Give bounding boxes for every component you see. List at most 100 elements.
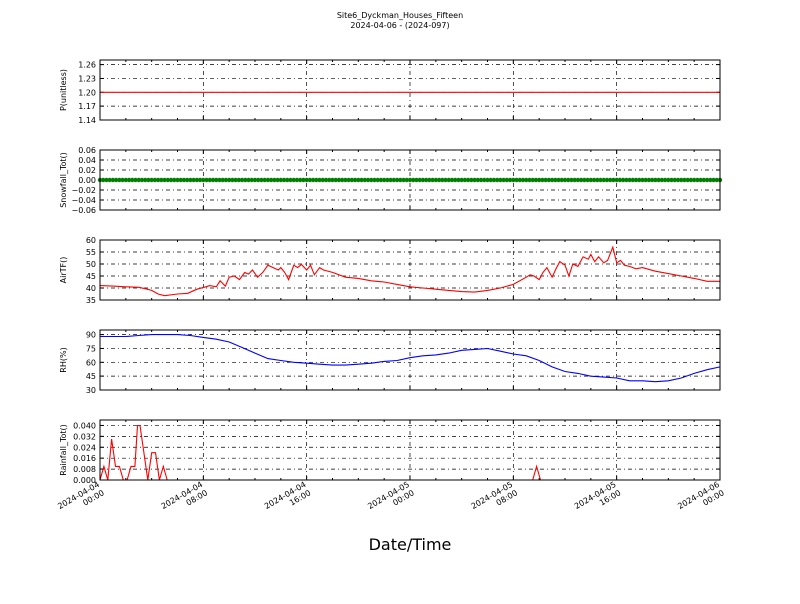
series-point (172, 177, 177, 183)
series-point (543, 177, 548, 183)
y-tick-label: 0.008 (73, 465, 96, 474)
series-point (204, 177, 209, 183)
series-point (155, 177, 161, 183)
x-tick-label: 2024-04-0508:00 (470, 480, 520, 519)
series-point (265, 177, 271, 183)
series-point (701, 177, 707, 183)
series-point (178, 177, 183, 183)
x-tick-label: 2024-04-0408:00 (160, 480, 210, 519)
series-point (527, 177, 532, 183)
series-point (113, 177, 119, 183)
series-point (126, 177, 132, 183)
x-tick-label: 2024-04-0600:00 (676, 480, 726, 519)
series-point (540, 177, 545, 183)
panel-frame (99, 419, 721, 481)
series-point (456, 177, 461, 183)
panel-frame (99, 329, 721, 391)
y-tick-label: 0.00 (78, 176, 96, 185)
series-point (298, 177, 303, 183)
series-point (469, 177, 474, 183)
series-point (259, 177, 264, 183)
series-point (304, 177, 309, 183)
series-point (146, 177, 151, 183)
series-point (317, 177, 322, 183)
series-point (562, 177, 568, 183)
series-point (369, 177, 374, 183)
series-point (143, 177, 148, 183)
y-tick-label: 0.000 (73, 476, 96, 485)
series-point (449, 177, 455, 183)
series-point (517, 177, 522, 183)
series-point (637, 177, 642, 183)
series-point (288, 177, 293, 183)
series-point (388, 177, 393, 183)
series-line-2 (99, 245, 720, 297)
series-point (191, 177, 196, 183)
series-point (627, 177, 632, 183)
y-tick-label: 45 (86, 272, 96, 281)
series-point (488, 177, 493, 183)
series-point (417, 177, 422, 183)
panel-0: 1.14 1.17 1.20 1.23 1.26 P(unitless) (59, 59, 721, 125)
series-point (188, 177, 193, 183)
series-point (640, 177, 645, 183)
series-point (327, 177, 332, 183)
series-point (494, 177, 500, 183)
series-point (530, 177, 535, 183)
series-point (569, 177, 574, 183)
x-tick-label: 2024-04-0400:00 (56, 480, 106, 519)
series-point (624, 177, 629, 183)
series-point (285, 177, 290, 183)
series-point (226, 177, 232, 183)
series-point (310, 177, 316, 183)
y-tick-label: 60 (86, 236, 96, 245)
series-point (256, 177, 261, 183)
y-axis-label: Snowfall_Tot() (59, 152, 68, 208)
series-point (704, 177, 710, 183)
y-tick-label: 40 (86, 284, 96, 293)
series-point (262, 177, 267, 183)
series-point (427, 177, 432, 183)
series-point (708, 177, 713, 183)
series-point (475, 177, 481, 183)
series-point (575, 177, 581, 183)
series-point (107, 177, 112, 183)
series-point (394, 177, 400, 183)
series-point (404, 177, 409, 183)
series-point (239, 177, 245, 183)
series-point (220, 177, 225, 183)
y-tick-label: 50 (86, 260, 96, 269)
series-point (139, 177, 145, 183)
series-point (617, 177, 623, 183)
series-point (430, 177, 435, 183)
y-tick-label: 0.040 (73, 421, 96, 430)
series-point (246, 177, 251, 183)
series-point (159, 177, 164, 183)
series-point (136, 177, 141, 183)
y-axis-label: AirTF() (59, 257, 68, 284)
series-point (375, 177, 380, 183)
series-point (433, 177, 439, 183)
series-point (549, 177, 555, 183)
series-point (398, 177, 403, 183)
series-point (682, 177, 687, 183)
series-point (559, 177, 564, 183)
series-point (130, 177, 135, 183)
y-tick-label: 45 (86, 372, 96, 381)
series-point (608, 177, 613, 183)
series-line-3 (100, 334, 721, 383)
series-point (372, 177, 377, 183)
series-point (411, 177, 416, 183)
series-point (230, 177, 235, 183)
series-point (236, 177, 242, 183)
series-point (249, 177, 254, 183)
series-point (533, 177, 539, 183)
y-tick-label: 0.032 (73, 432, 96, 441)
series-point (666, 177, 671, 183)
series-point (620, 177, 626, 183)
series-point (268, 177, 274, 183)
series-point (117, 177, 122, 183)
series-point (385, 177, 390, 183)
